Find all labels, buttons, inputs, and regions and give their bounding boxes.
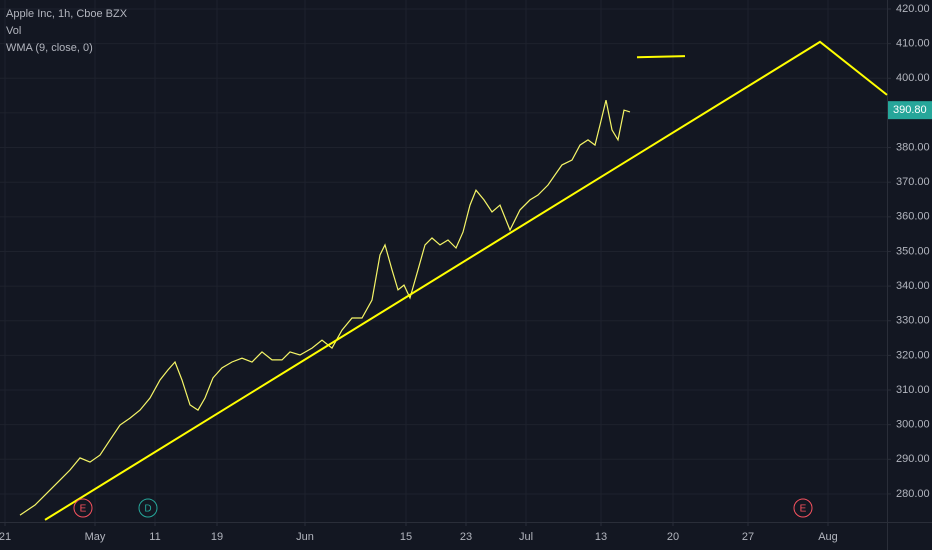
x-tick-label: Jun [296,531,314,543]
event-label: D [144,504,151,515]
last-price-box [888,101,932,120]
x-tick-label: 23 [460,531,472,543]
x-tick-label: Jul [519,531,533,543]
event-label: E [80,504,87,515]
y-tick-label: 290.00 [896,453,930,465]
event-marker [73,498,93,518]
x-tick-label: 11 [149,531,160,543]
last-price-label: 390.80 [893,104,927,116]
y-tick-label: 330.00 [896,315,930,327]
y-tick-label: 300.00 [896,419,930,431]
x-tick-label: 21 [0,531,11,543]
y-tick-label: 370.00 [896,176,930,188]
indicator-label: Vol [6,25,21,37]
y-tick-label: 360.00 [896,211,930,223]
trend-line [636,55,686,59]
y-tick-label: 400.00 [896,72,930,84]
trend-line [44,40,888,521]
wma-line [19,99,631,516]
y-tick-label: 310.00 [896,384,930,396]
x-tick-label: 20 [667,531,679,543]
x-tick-label: 27 [742,531,754,543]
legend-entry: WMA (9, close, 0) [6,42,93,54]
y-tick-label: 380.00 [896,141,930,153]
y-tick-label: 420.00 [896,3,930,15]
y-tick-label: 410.00 [896,38,930,50]
y-tick-label: 340.00 [896,280,930,292]
event-marker [138,498,158,518]
y-tick-label: 350.00 [896,245,930,257]
x-tick-label: Aug [818,531,838,543]
x-tick-label: May [85,531,106,543]
x-tick-label: 15 [400,531,412,543]
y-tick-label: 320.00 [896,349,930,361]
x-tick-label: 19 [211,531,223,543]
event-label: E [800,504,807,515]
x-tick-label: 13 [595,531,607,543]
y-tick-label: 280.00 [896,488,930,500]
event-marker [793,498,813,518]
chart-title: Apple Inc, 1h, Cboe BZX [6,8,128,20]
